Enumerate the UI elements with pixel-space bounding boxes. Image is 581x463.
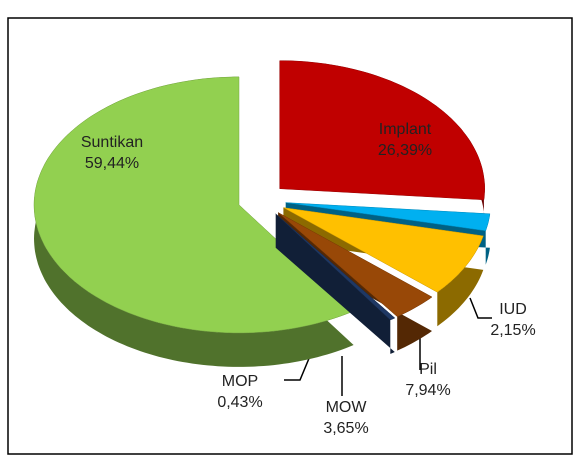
slice-label: IUD [499, 301, 527, 318]
leader-line [469, 297, 492, 319]
slice [283, 207, 484, 293]
value-label: 59,44% [85, 155, 139, 172]
slice-side [34, 76, 354, 367]
slice [279, 60, 485, 201]
slice-label: Pil [419, 361, 437, 378]
slice [277, 212, 433, 317]
slice-label: Suntikan [81, 134, 143, 151]
slice [33, 76, 355, 334]
slice-label: MOP [222, 373, 258, 390]
value-label: 7,94% [405, 382, 450, 399]
slice-label: MOW [326, 399, 368, 416]
value-label: 2,15% [490, 322, 535, 339]
slice [285, 202, 491, 232]
slice-side [278, 212, 432, 351]
slices [33, 60, 491, 367]
leader-line [284, 355, 311, 381]
value-label: 26,39% [378, 142, 432, 159]
slice-side [275, 213, 395, 354]
value-label: 0,43% [217, 394, 262, 411]
value-label: 3,65% [323, 420, 368, 437]
slice-label: Implant [379, 121, 432, 138]
labels: Implant 26,39% IUD 2,15% Pil 7,94% MOW 3,65% MOP… [81, 121, 536, 437]
slice [275, 213, 396, 321]
